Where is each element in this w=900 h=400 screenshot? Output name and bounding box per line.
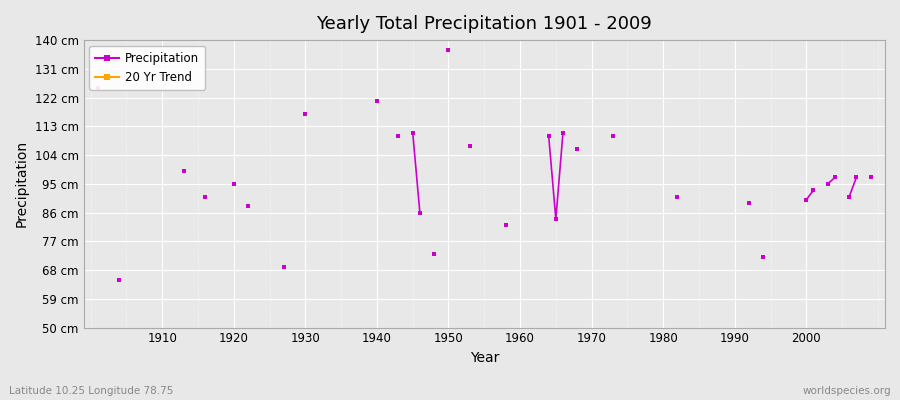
- Title: Yearly Total Precipitation 1901 - 2009: Yearly Total Precipitation 1901 - 2009: [317, 15, 652, 33]
- Y-axis label: Precipitation: Precipitation: [15, 140, 29, 228]
- Text: Latitude 10.25 Longitude 78.75: Latitude 10.25 Longitude 78.75: [9, 386, 174, 396]
- Text: worldspecies.org: worldspecies.org: [803, 386, 891, 396]
- X-axis label: Year: Year: [470, 351, 499, 365]
- Legend: Precipitation, 20 Yr Trend: Precipitation, 20 Yr Trend: [89, 46, 205, 90]
